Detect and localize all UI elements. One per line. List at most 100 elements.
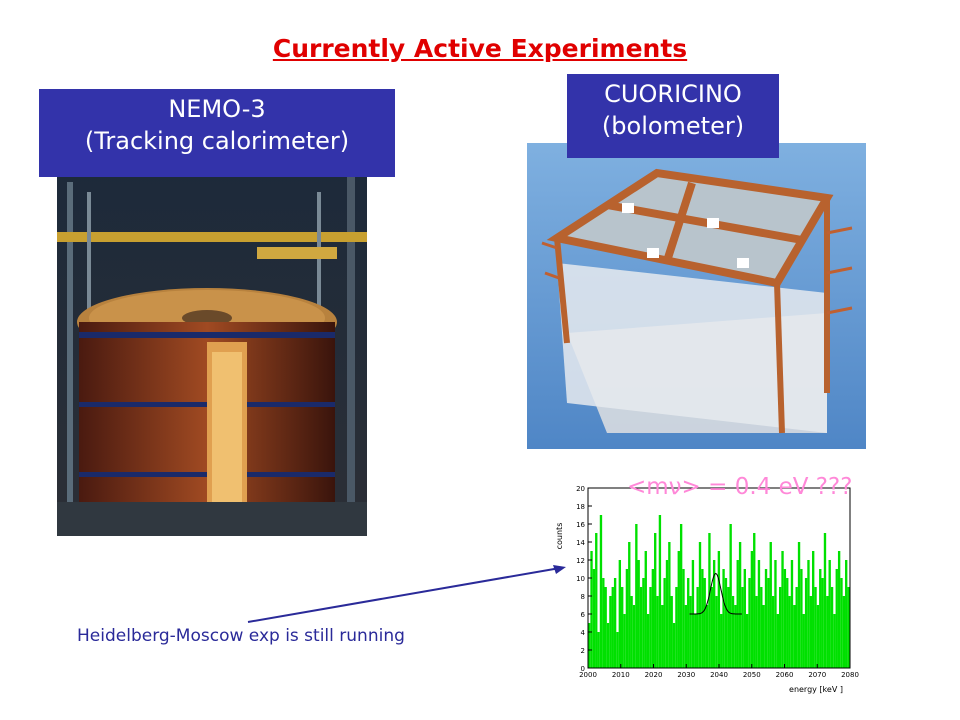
histogram-bar [639,587,643,668]
histogram-bar [592,569,596,668]
histogram-bar [800,569,803,668]
histogram-bar [797,542,801,668]
x-tick-label: 2040 [710,671,728,679]
histogram-bar [654,533,657,668]
histogram-bar [642,578,645,668]
histogram-bar [793,605,796,668]
x-tick-label: 2060 [776,671,794,679]
histogram-bar [649,587,652,668]
histogram-bar [823,533,827,668]
histogram-bar [646,614,650,668]
histogram-bar [738,542,742,668]
cuoricino-photo [527,143,866,449]
x-tick-label: 2020 [645,671,663,679]
y-tick-label: 12 [576,557,585,565]
histogram-bar [590,551,593,668]
cuoricino-type: (bolometer) [601,112,745,140]
x-tick-label: 2030 [677,671,695,679]
histogram-bar [651,569,655,668]
histogram-bar [623,614,626,668]
histogram-bar [722,569,725,668]
histogram-bar [804,578,808,668]
histogram-bar [748,578,751,668]
x-axis-label: energy [keV ] [789,685,843,694]
y-tick-label: 4 [581,629,586,637]
histogram-bar [750,551,754,668]
histogram-bar [821,578,824,668]
histogram-bar [840,578,843,668]
histogram-bar [814,587,817,668]
histogram-bar [845,560,848,668]
histogram-bar [729,524,732,668]
histogram-bar [705,605,709,668]
histogram-bar [599,515,603,668]
y-tick-label: 6 [581,611,586,619]
histogram-bar [710,587,713,668]
histogram-bar [712,560,716,668]
histogram-bar [778,587,782,668]
histogram-bar [703,578,706,668]
histogram-bar [672,623,676,668]
histogram-bar [644,551,647,668]
histogram-bar [595,533,598,668]
histogram-bar [837,551,841,668]
y-axis-label: counts [555,523,564,550]
slide-title: Currently Active Experiments [272,34,688,63]
histogram-bar [656,596,659,668]
nemo3-photo [57,172,367,536]
x-tick-label: 2000 [579,671,597,679]
x-tick-label: 2070 [808,671,826,679]
nemo3-label: NEMO-3 (Tracking calorimeter) [39,89,395,177]
histogram-bar [767,578,770,668]
histogram-bar [771,596,775,668]
histogram-bar [847,587,850,668]
histogram-bar [828,560,831,668]
histogram-bar [670,596,673,668]
histogram-bar [613,578,617,668]
histogram-bar [658,515,662,668]
x-tick-label: 2050 [743,671,761,679]
histogram-bar [753,533,756,668]
y-tick-label: 20 [576,485,585,493]
histogram-bar [745,614,749,668]
histogram-bar [842,596,846,668]
histogram-bar [790,560,794,668]
histogram-bar [694,614,697,668]
histogram-bar [781,551,784,668]
histogram-bar [665,560,669,668]
x-tick-label: 2080 [841,671,859,679]
histogram-bar [609,596,612,668]
histogram-bar [616,632,619,668]
histogram-bar [668,542,671,668]
histogram-bar [826,596,829,668]
histogram-bar [720,614,723,668]
histogram-bar [812,551,815,668]
histogram-bar [687,578,690,668]
histogram-bar [731,596,735,668]
histogram-bar [677,551,680,668]
y-tick-label: 18 [576,503,585,511]
histogram-bar [717,551,721,668]
histogram-bar [809,596,813,668]
histogram-bar [833,614,836,668]
histogram-bar [611,587,614,668]
histogram-bar [679,524,683,668]
histogram-bar [635,524,638,668]
histogram-bar [715,596,718,668]
histogram-bar [708,533,711,668]
histogram-bar [795,587,798,668]
histogram-bar [698,542,702,668]
histogram-bar [621,587,624,668]
histogram-bar [727,587,730,668]
heidelberg-moscow-annotation: Heidelberg-Moscow exp is still running [77,626,405,646]
histogram-bar [835,569,838,668]
histogram-bar [769,542,772,668]
histogram-bar [762,605,765,668]
histogram-bar [757,560,761,668]
histogram-bar [788,596,791,668]
histogram-bar [755,596,758,668]
histogram-bar [816,605,820,668]
histogram-bar [618,560,622,668]
y-tick-label: 0 [581,665,585,673]
